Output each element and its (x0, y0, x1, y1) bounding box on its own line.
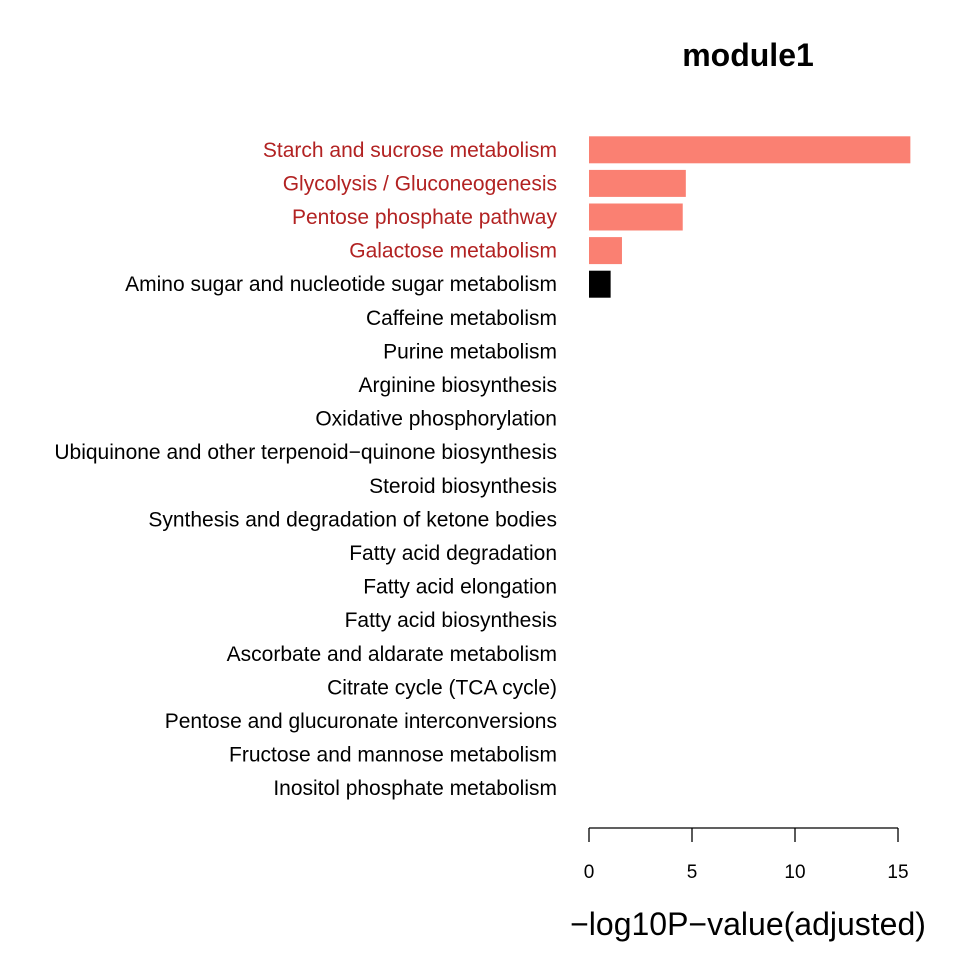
bar (589, 270, 611, 298)
x-tick-label: 5 (687, 862, 698, 883)
category-label: Fatty acid biosynthesis (345, 609, 557, 632)
category-label: Pentose and glucuronate interconversions (165, 710, 557, 733)
category-label: Amino sugar and nucleotide sugar metabol… (125, 273, 557, 296)
x-tick-label: 15 (887, 862, 908, 883)
category-label: Fatty acid elongation (363, 576, 557, 599)
category-label: Synthesis and degradation of ketone bodi… (148, 508, 557, 531)
x-axis: 0 5 10 15 (584, 827, 909, 883)
category-label: Fatty acid degradation (349, 542, 557, 565)
category-labels: Starch and sucrose metabolism Glycolysis … (54, 139, 557, 800)
category-label: Purine metabolism (383, 340, 557, 363)
x-tick-label: 10 (784, 862, 805, 883)
bar (589, 136, 911, 164)
category-label: Starch and sucrose metabolism (263, 139, 557, 162)
category-label: Ubiquinone and other terpenoid−quinone b… (54, 441, 557, 464)
category-label: Citrate cycle (TCA cycle) (327, 676, 557, 699)
category-label: Inositol phosphate metabolism (273, 777, 557, 800)
category-label: Galactose metabolism (349, 240, 557, 263)
chart-title: module1 (682, 37, 814, 73)
bars (589, 136, 911, 298)
category-label: Steroid biosynthesis (369, 475, 557, 498)
category-label: Pentose phosphate pathway (292, 206, 558, 229)
category-label: Caffeine metabolism (366, 307, 557, 330)
bar (589, 237, 622, 265)
category-label: Arginine biosynthesis (359, 374, 557, 397)
category-label: Ascorbate and aldarate metabolism (227, 643, 557, 666)
category-label: Oxidative phosphorylation (315, 408, 557, 431)
x-axis-label: −log10P−value(adjusted) (570, 906, 926, 942)
bar (589, 203, 683, 231)
x-tick-label: 0 (584, 862, 595, 883)
bar (589, 169, 686, 197)
category-label: Fructose and mannose metabolism (229, 744, 557, 767)
category-label: Glycolysis / Gluconeogenesis (283, 172, 557, 195)
